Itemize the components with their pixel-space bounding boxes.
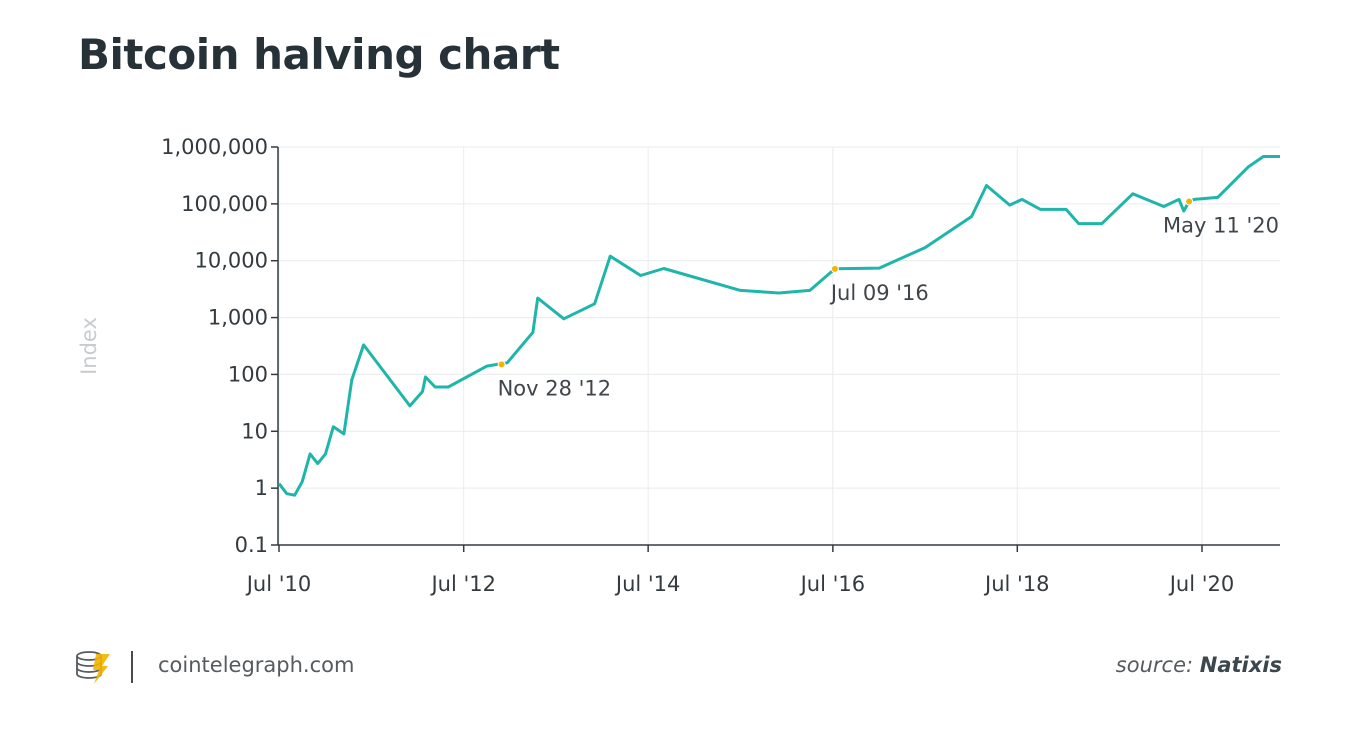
cointelegraph-logo-icon <box>76 651 110 684</box>
x-tick-label: Jul '10 <box>245 572 312 596</box>
halving-annotation: Nov 28 '12 <box>498 376 612 400</box>
chart-title: Bitcoin halving chart <box>78 30 560 79</box>
halving-marker <box>1185 197 1194 206</box>
x-tick-label: Jul '14 <box>614 572 681 596</box>
footer-divider <box>131 651 133 683</box>
y-tick-label: 1,000 <box>208 306 268 330</box>
y-tick-label: 10 <box>241 419 268 443</box>
x-tick-label: Jul '12 <box>429 572 496 596</box>
y-tick-label: 100 <box>228 362 268 386</box>
y-tick-label: 1 <box>255 476 268 500</box>
y-tick-label: 10,000 <box>195 249 268 273</box>
halving-annotation: May 11 '20 <box>1163 214 1279 238</box>
x-tick-label: Jul '16 <box>799 572 866 596</box>
source-label: source: <box>1115 653 1194 677</box>
site-url: cointelegraph.com <box>158 653 355 677</box>
y-tick-label: 100,000 <box>181 192 268 216</box>
source-credit: source: Natixis <box>1116 653 1282 677</box>
series-line <box>277 155 1280 497</box>
halving-marker <box>497 360 506 369</box>
x-tick-label: Jul '18 <box>983 572 1050 596</box>
source-name: Natixis <box>1199 653 1282 677</box>
halving-annotation: Jul 09 '16 <box>829 281 929 305</box>
x-tick-label: Jul '20 <box>1168 572 1235 596</box>
y-tick-label: 1,000,000 <box>161 135 268 159</box>
y-tick-label: 0.1 <box>235 533 268 557</box>
y-axis-title: Index <box>77 317 101 375</box>
halving-marker <box>830 264 839 273</box>
